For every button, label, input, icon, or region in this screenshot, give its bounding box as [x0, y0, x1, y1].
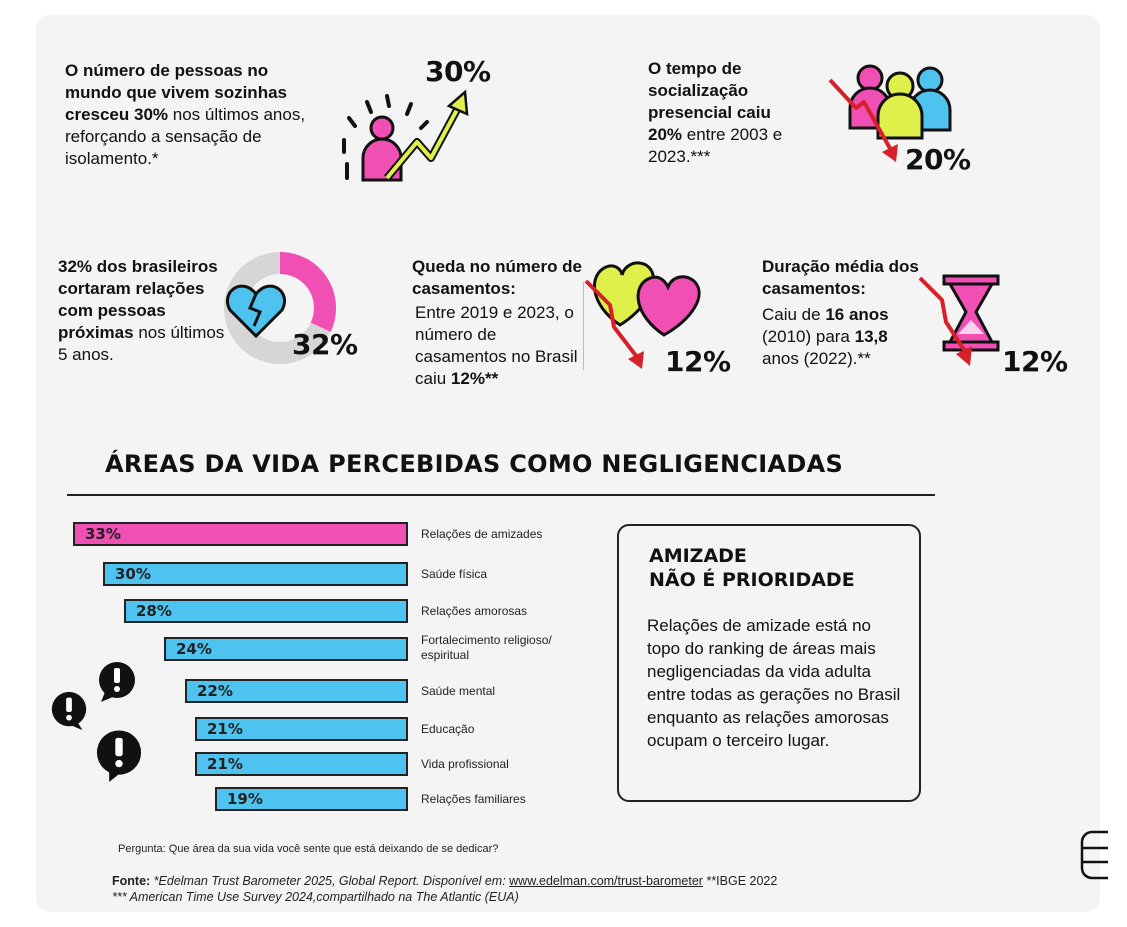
- source-note: Fonte: *Edelman Trust Barometer 2025, Gl…: [112, 873, 777, 905]
- stat-cut-pct: 32%: [292, 328, 358, 361]
- stat-marriage-heading: Queda no número de casamentos:: [412, 257, 583, 298]
- bar-2: 30%: [103, 562, 408, 586]
- bar-category-label: Saúde física: [421, 567, 488, 581]
- bar-5: 22%: [185, 679, 408, 703]
- chart-title: ÁREAS DA VIDA PERCEBIDAS COMO NEGLIGENCI…: [105, 450, 844, 478]
- donut-share-arc: [279, 252, 336, 332]
- stat-alone-pct: 30%: [425, 55, 491, 88]
- stat-cut-rest: nos últimos 5 anos.: [58, 323, 225, 364]
- stat-social-lead: O tempo de socialização presencial caiu: [648, 59, 771, 122]
- person-growth-icon: [342, 89, 469, 182]
- stat-marriage-title: Queda no número de casamentos:: [412, 256, 587, 300]
- chart-title-rule: [67, 494, 935, 496]
- stat-duration-mid: (2010) para: [762, 327, 855, 346]
- bar-1: 33%: [73, 522, 408, 546]
- exclamation-icon: [51, 691, 87, 731]
- group-decline-icon: [828, 64, 952, 162]
- stat-duration-heading: Duração média dos casamentos:: [762, 257, 919, 298]
- stat-duration-pct: 12%: [1002, 345, 1068, 378]
- stat-social-rest: entre 2003 e 2023.***: [648, 125, 783, 166]
- stat-marriage-body: Entre 2019 e 2023, o número de casamento…: [415, 302, 585, 390]
- stat-alone-strong: 30%: [134, 105, 169, 124]
- bar-category-label: Relações familiares: [421, 792, 526, 806]
- source-ibge: **IBGE 2022: [702, 874, 778, 888]
- hearts-decline-icon: [584, 261, 701, 369]
- stat-alone-lead: O número de pessoas no mundo que vivem s…: [65, 61, 287, 124]
- stat-alone-rest: nos últimos anos, reforçando a sensação …: [65, 105, 306, 168]
- stat-marriage-strong: 12%**: [450, 369, 499, 388]
- stat-duration-strong2: 13,8: [854, 327, 888, 346]
- callout-title-line2: NÃO É PRIORIDADE: [649, 569, 855, 591]
- bar-category-label: Educação: [421, 722, 475, 736]
- bar-category-label: Relações amorosas: [421, 604, 528, 618]
- stat-duration-strong1: 16 anos: [825, 305, 889, 324]
- donut-chart: [224, 252, 336, 364]
- bar-category-label: Vida profissional: [421, 757, 509, 771]
- hourglass-decline-icon: [918, 274, 1000, 366]
- exclamation-icon: [99, 662, 135, 702]
- stat-social-strong: 20%: [648, 125, 683, 144]
- callout-box: AMIZADE NÃO É PRIORIDADE Relações de ami…: [617, 524, 921, 802]
- stat-social-text: O tempo de socialização presencial caiu …: [648, 58, 808, 168]
- stat-duration-post: anos (2022).**: [762, 349, 871, 368]
- stat-cut-text: 32% dos brasileiros cortaram relações co…: [58, 256, 238, 366]
- stat-duration-body: Caiu de 16 anos (2010) para 13,8 anos (2…: [762, 304, 922, 370]
- bar-6: 21%: [195, 717, 408, 741]
- bar-8: 19%: [215, 787, 408, 811]
- source-edelman: *Edelman Trust Barometer 2025, Global Re…: [150, 874, 510, 888]
- source-atus: *** American Time Use Survey 2024,compar…: [112, 890, 519, 904]
- bar-7: 21%: [195, 752, 408, 776]
- callout-title: AMIZADE NÃO É PRIORIDADE: [649, 544, 855, 592]
- source-label: Fonte:: [112, 874, 151, 888]
- stat-marriage-pct: 12%: [665, 345, 731, 378]
- stat-social-pct: 20%: [905, 143, 971, 176]
- bar-category-label: Relações de amizades: [421, 527, 543, 541]
- bar-category-label: Fortalecimento religioso/ espiritual: [421, 633, 552, 662]
- stat-cut-lead: 32% dos brasileiros cortaram relações co…: [58, 257, 218, 342]
- stat-marriage-rest: Entre 2019 e 2023, o número de casamento…: [415, 303, 578, 388]
- stat-duration-pre: Caiu de: [762, 305, 826, 324]
- callout-title-line1: AMIZADE: [649, 545, 747, 567]
- divider: [583, 282, 584, 370]
- stat-duration-title: Duração média dos casamentos:: [762, 256, 922, 300]
- bar-category-label: Saúde mental: [421, 684, 496, 698]
- corner-widget-icon[interactable]: [1078, 828, 1108, 882]
- survey-question: Pergunta: Que área da sua vida você sent…: [118, 843, 499, 855]
- exclamation-icon: [96, 730, 142, 782]
- callout-body: Relações de amizade está no topo do rank…: [647, 616, 901, 750]
- stat-alone-text: O número de pessoas no mundo que vivem s…: [65, 60, 325, 170]
- bar-4: 24%: [164, 637, 408, 661]
- bar-3: 28%: [124, 599, 408, 623]
- source-link[interactable]: www.edelman.com/trust-barometer: [509, 874, 703, 888]
